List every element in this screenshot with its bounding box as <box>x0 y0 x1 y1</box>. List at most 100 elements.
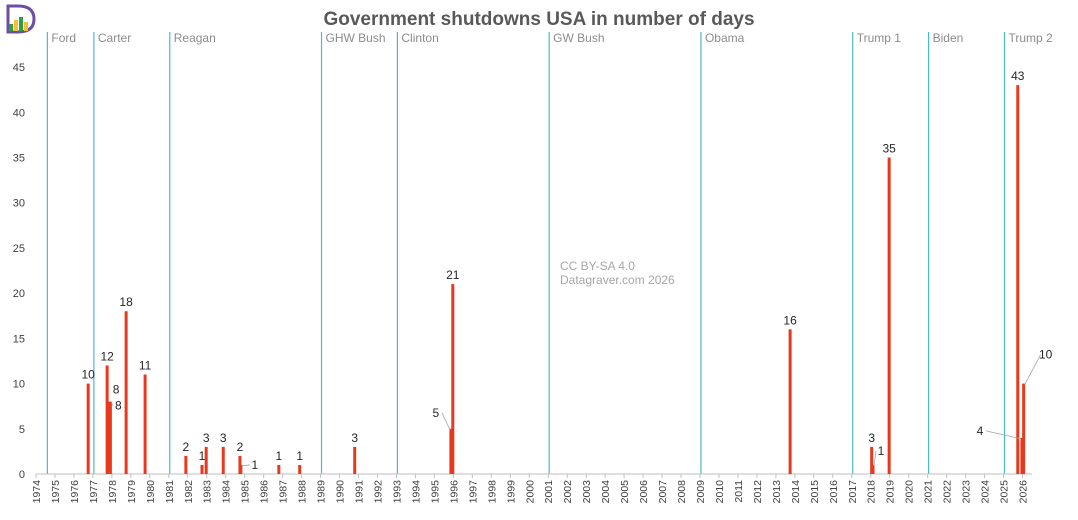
shutdown-bar <box>449 428 453 474</box>
x-tick-label: 2011 <box>733 480 745 503</box>
x-tick-label: 2002 <box>562 480 574 504</box>
x-tick-label: 1991 <box>354 480 366 504</box>
y-tick-label: 30 <box>13 198 25 210</box>
bar-value-label: 1 <box>199 449 206 463</box>
x-tick-label: 1985 <box>240 480 252 504</box>
bar-value-label: 12 <box>100 349 114 363</box>
label-leader-line <box>873 450 877 467</box>
bar-value-label: 10 <box>81 368 95 382</box>
y-tick-label: 5 <box>19 424 25 436</box>
bar-value-label: 35 <box>882 142 896 156</box>
x-tick-label: 2009 <box>695 480 707 504</box>
shutdown-bar <box>1020 437 1024 474</box>
x-tick-label: 2003 <box>581 480 593 504</box>
president-label: Ford <box>51 31 76 45</box>
president-label: GW Bush <box>553 31 604 45</box>
x-tick-label: 2005 <box>619 480 631 504</box>
logo-bar-icon <box>9 24 13 31</box>
president-label: Biden <box>933 31 964 45</box>
y-tick-label: 25 <box>13 243 25 255</box>
x-tick-label: 1980 <box>145 480 157 504</box>
president-label: Trump 1 <box>857 31 902 45</box>
x-tick-label: 1983 <box>202 480 214 504</box>
y-tick-label: 20 <box>13 288 25 300</box>
x-tick-label: 2014 <box>790 480 802 504</box>
x-tick-label: 2023 <box>961 480 973 504</box>
bar-value-label: 2 <box>183 440 190 454</box>
x-tick-label: 2013 <box>771 480 783 504</box>
shutdown-bar <box>353 446 357 474</box>
x-tick-label: 2016 <box>828 480 840 504</box>
y-tick-label: 15 <box>13 333 25 345</box>
bar-value-label: 11 <box>139 359 152 373</box>
logo-bar-icon <box>19 17 23 31</box>
datagraver-logo <box>6 4 36 34</box>
shutdown-bar <box>184 455 188 474</box>
bar-value-label: 3 <box>220 431 227 445</box>
x-tick-label: 2001 <box>543 480 555 504</box>
x-tick-label: 2000 <box>524 480 536 504</box>
x-tick-label: 1996 <box>448 480 460 504</box>
x-tick-label: 1975 <box>50 480 62 504</box>
x-tick-label: 1998 <box>486 480 498 504</box>
bar-value-label: 1 <box>878 444 885 458</box>
x-tick-label: 2017 <box>847 480 859 504</box>
x-tick-label: 1981 <box>164 480 176 504</box>
shutdown-bar <box>221 446 225 474</box>
x-tick-label: 1979 <box>126 480 138 504</box>
bar-value-label: 2 <box>237 440 244 454</box>
x-axis: 1974 1975 1976 1977 1978 1979 1980 1981 1982 1983… <box>31 473 1032 504</box>
shutdown-bar <box>204 446 208 474</box>
x-tick-label: 1997 <box>467 480 479 504</box>
x-tick-label: 1993 <box>391 480 403 504</box>
license-watermark: CC BY-SA 4.0 <box>560 259 635 273</box>
x-tick-label: 1988 <box>297 480 309 504</box>
x-tick-label: 2019 <box>885 480 897 504</box>
x-tick-label: 2026 <box>1018 480 1030 504</box>
x-tick-label: 1978 <box>107 480 119 504</box>
president-label: Clinton <box>401 31 438 45</box>
label-leader-line <box>241 464 250 467</box>
bar-value-label: 8 <box>113 383 120 397</box>
shutdown-bar <box>143 374 147 474</box>
x-tick-label: 2020 <box>904 480 916 504</box>
shutdown-bar <box>870 446 874 474</box>
x-tick-label: 2007 <box>657 480 669 504</box>
bar-value-label: 43 <box>1011 69 1025 83</box>
logo-bar-icon <box>24 22 28 31</box>
x-tick-label: 1992 <box>372 480 384 504</box>
bar-value-label: 3 <box>203 431 210 445</box>
shutdown-bar <box>108 401 112 474</box>
x-tick-label: 1974 <box>31 480 43 504</box>
x-tick-label: 2015 <box>809 480 821 504</box>
shutdown-bar <box>277 464 281 474</box>
logo-bar-icon <box>14 20 18 31</box>
x-tick-label: 2018 <box>866 480 878 504</box>
bar-value-label: 1 <box>296 449 303 463</box>
president-label: GHW Bush <box>326 31 386 45</box>
shutdown-bar <box>200 464 204 474</box>
president-labels: Ford Carter Reagan GHW Bush Clinton GW Bush Ob… <box>51 31 1053 45</box>
x-tick-label: 1986 <box>259 480 271 504</box>
bar-value-label: 3 <box>868 431 875 445</box>
bar-value-label: 10 <box>1039 348 1053 362</box>
x-tick-label: 1989 <box>316 480 328 504</box>
x-tick-label: 1976 <box>69 480 81 504</box>
y-tick-label: 0 <box>19 469 25 481</box>
logo-d-icon <box>6 4 36 34</box>
x-tick-label: 2024 <box>980 480 992 504</box>
shutdown-bar <box>1016 85 1020 474</box>
x-tick-label: 1987 <box>278 480 290 504</box>
shutdown-bar <box>105 365 109 474</box>
y-axis: 0 5 10 15 20 25 30 35 40 45 <box>13 62 25 481</box>
bar-value-label: 16 <box>783 313 797 327</box>
shutdown-bar <box>871 464 875 474</box>
x-tick-label: 1984 <box>221 480 233 504</box>
bar-value-label: 18 <box>119 295 133 309</box>
president-label: Trump 2 <box>1008 31 1053 45</box>
president-label: Reagan <box>174 31 216 45</box>
president-dividers <box>46 32 1006 474</box>
x-tick-label: 2021 <box>923 480 935 504</box>
